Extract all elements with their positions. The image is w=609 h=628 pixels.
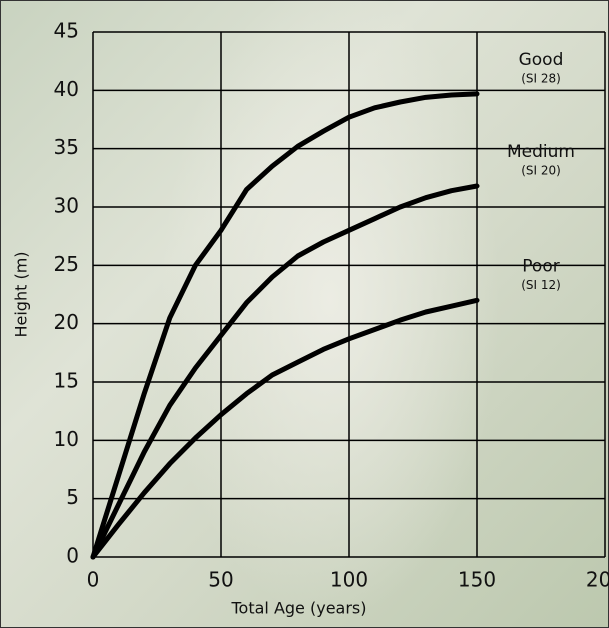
y-tick-label: 15 [54,369,79,393]
x-tick-label: 150 [458,568,496,592]
y-tick-label: 35 [54,135,79,159]
background-glow [160,0,500,620]
y-axis-label: Height (m) [12,251,31,337]
series-label: Good [519,50,564,70]
y-tick-label: 20 [54,310,79,334]
series-sublabel: (SI 12) [521,278,561,292]
y-tick-label: 30 [54,194,79,218]
y-tick-label: 5 [66,485,79,509]
series-sublabel: (SI 28) [521,71,561,85]
y-tick-label: 25 [54,252,79,276]
series-line [90,297,480,560]
series-label: Poor [522,256,559,276]
x-tick-label: 100 [330,568,368,592]
y-tick-label: 10 [54,427,79,451]
x-tick-label: 50 [208,568,233,592]
series-label: Medium [507,142,575,162]
series-line [90,183,480,560]
y-tick-label: 40 [54,77,79,101]
y-tick-label: 45 [54,19,79,43]
series-sublabel: (SI 20) [521,164,561,178]
x-tick-label: 0 [87,568,100,592]
y-tick-label: 0 [66,544,79,568]
series-line [90,91,480,560]
x-tick-label: 200 [586,568,609,592]
x-axis-label: Total Age (years) [231,599,367,618]
